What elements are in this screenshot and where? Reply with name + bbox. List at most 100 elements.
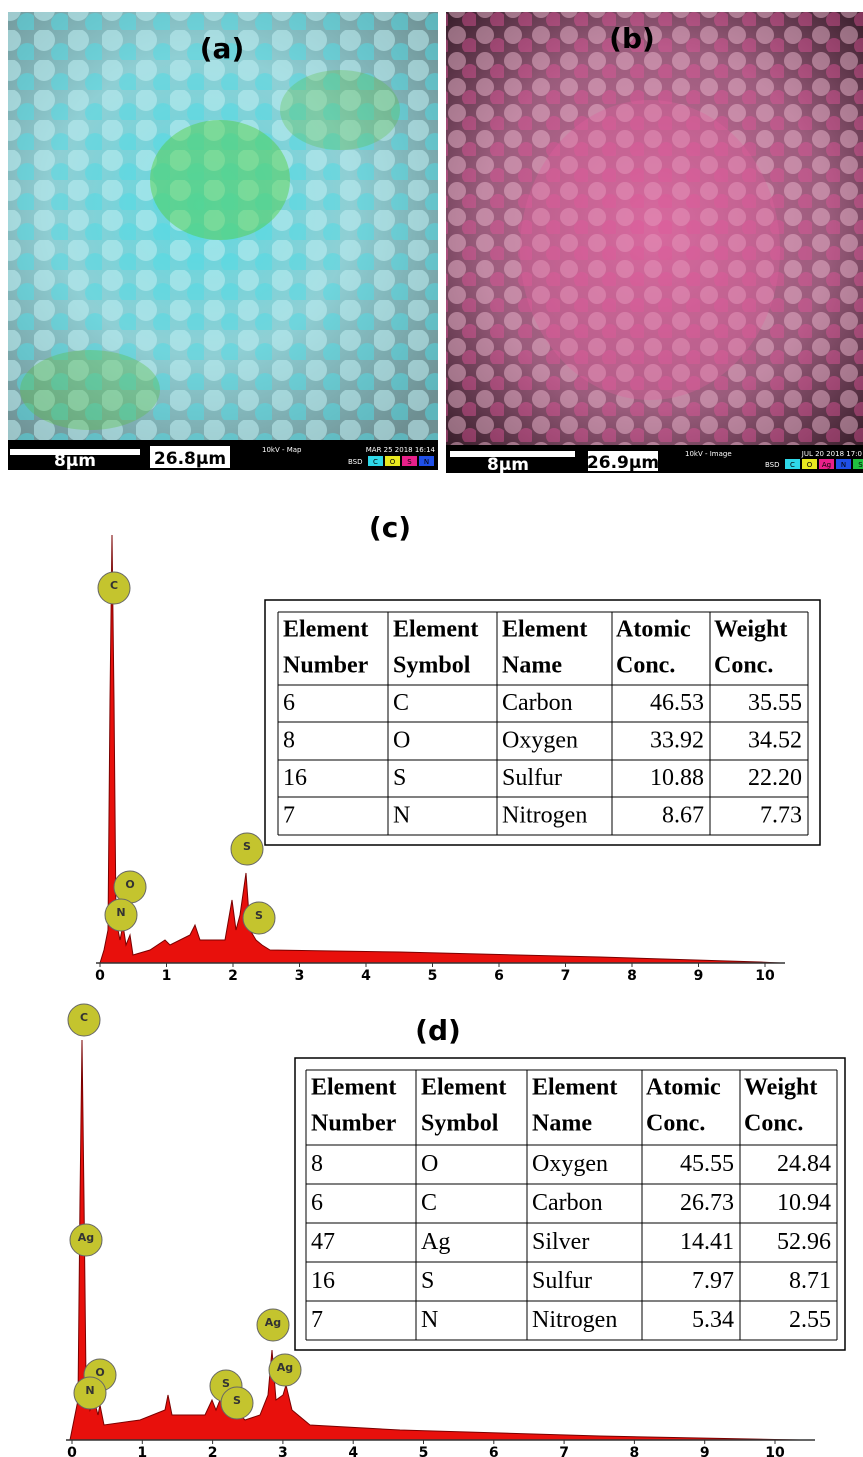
table-header: Conc.	[714, 653, 773, 679]
peak-label: S	[233, 1394, 241, 1407]
scale-bar: 8µm	[54, 451, 96, 471]
table-header: Weight	[714, 617, 787, 643]
table-cell: 16	[283, 765, 307, 791]
panel-label: (b)	[609, 22, 655, 55]
legend-label: Ag	[822, 461, 831, 469]
x-tick-label: 9	[700, 1445, 710, 1457]
table-cell: Sulfur	[502, 765, 562, 791]
table-cell: S	[393, 765, 406, 791]
scale-bar: 8µm	[487, 455, 529, 475]
x-tick-label: 4	[348, 1445, 358, 1457]
date: JUL 20 2018 17:0	[801, 450, 862, 458]
x-tick-label: 3	[278, 1445, 288, 1457]
field-width: 26.8µm	[154, 449, 226, 469]
table-cell: Ag	[421, 1229, 450, 1255]
figure: (a) 8µm 26.8µm 10kV - Map MAR 25 2018 16…	[0, 0, 863, 1457]
panel-label: (d)	[415, 1014, 461, 1047]
table-header: Number	[283, 653, 369, 679]
table-header: Element	[283, 617, 368, 643]
table-cell: 26.73	[680, 1190, 734, 1216]
x-tick-label: 5	[428, 968, 438, 984]
table-cell: 6	[311, 1190, 323, 1216]
mode: 10kV - Image	[685, 450, 732, 458]
x-tick-label: 2	[228, 968, 238, 984]
table-header: Conc.	[744, 1111, 803, 1137]
table-cell: N	[421, 1307, 438, 1333]
table-header: Name	[502, 653, 562, 679]
table-cell: Sulfur	[532, 1268, 592, 1294]
table-cell: Carbon	[502, 690, 573, 716]
table-cell: 7	[283, 803, 295, 829]
table-cell: Oxygen	[532, 1151, 608, 1177]
table-cell: 45.55	[680, 1151, 734, 1177]
x-tick-label: 9	[694, 968, 704, 984]
peak-label: Ag	[265, 1316, 281, 1329]
table-cell: Silver	[532, 1229, 589, 1255]
x-tick-label: 2	[208, 1445, 218, 1457]
table-cell: 52.96	[777, 1229, 831, 1255]
legend-label: C	[790, 461, 795, 469]
table-cell: N	[393, 803, 410, 829]
table-header: Element	[311, 1075, 396, 1101]
x-tick-label: 0	[67, 1445, 77, 1457]
table-cell: Nitrogen	[502, 803, 587, 829]
peak-label: Ag	[78, 1231, 94, 1244]
peak-label: N	[116, 906, 125, 919]
table-cell: 6	[283, 690, 295, 716]
peak-label: S	[222, 1377, 230, 1390]
x-tick-label: 10	[755, 968, 775, 984]
table-cell: 16	[311, 1268, 335, 1294]
table-cell: 5.34	[692, 1307, 734, 1333]
peak-label: Ag	[277, 1361, 293, 1374]
x-tick-label: 8	[627, 968, 637, 984]
table-header: Element	[502, 617, 587, 643]
x-tick-label: 1	[162, 968, 172, 984]
x-tick-label: 10	[765, 1445, 785, 1457]
table-header: Conc.	[616, 653, 675, 679]
table-cell: 14.41	[680, 1229, 734, 1255]
table-cell: 10.94	[777, 1190, 831, 1216]
table-header: Atomic	[646, 1075, 721, 1101]
table-cell: 2.55	[789, 1307, 831, 1333]
table-header: Element	[393, 617, 478, 643]
table-cell: 35.55	[748, 690, 802, 716]
x-tick-label: 4	[361, 968, 371, 984]
table-cell: 24.84	[777, 1151, 831, 1177]
table-cell: S	[421, 1268, 434, 1294]
table-cell: 8	[311, 1151, 323, 1177]
legend-label: N	[841, 461, 846, 469]
table-cell: O	[421, 1151, 438, 1177]
table-cell: 7.73	[760, 803, 802, 829]
field-width: 26.9µm	[587, 453, 659, 473]
peak-label: O	[125, 878, 134, 891]
table-header: Number	[311, 1111, 397, 1137]
peak-label: S	[243, 840, 251, 853]
mode: 10kV - Map	[262, 446, 302, 454]
table-header: Atomic	[616, 617, 691, 643]
x-tick-label: 0	[95, 968, 105, 984]
legend-label: S	[858, 461, 863, 469]
sem-image-b	[446, 12, 863, 473]
panel-label: (c)	[369, 511, 411, 544]
table-cell: 8.67	[662, 803, 704, 829]
table-header: Conc.	[646, 1111, 705, 1137]
table-cell: Oxygen	[502, 728, 578, 754]
table-cell: O	[393, 728, 410, 754]
peak-label: C	[80, 1011, 88, 1024]
peak-label: C	[110, 579, 118, 592]
detector: BSD	[765, 461, 780, 469]
table-cell: 7.97	[692, 1268, 734, 1294]
x-tick-label: 1	[137, 1445, 147, 1457]
table-cell: C	[421, 1190, 437, 1216]
sem-image-a	[8, 12, 438, 470]
table-cell: 33.92	[650, 728, 704, 754]
legend-label: O	[807, 461, 813, 469]
table-cell: 46.53	[650, 690, 704, 716]
table-cell: 8	[283, 728, 295, 754]
panel-label: (a)	[200, 32, 245, 65]
legend-label: O	[390, 458, 396, 466]
table-header: Symbol	[421, 1111, 499, 1137]
table-cell: C	[393, 690, 409, 716]
table-cell: 7	[311, 1307, 323, 1333]
peak-label: N	[85, 1384, 94, 1397]
